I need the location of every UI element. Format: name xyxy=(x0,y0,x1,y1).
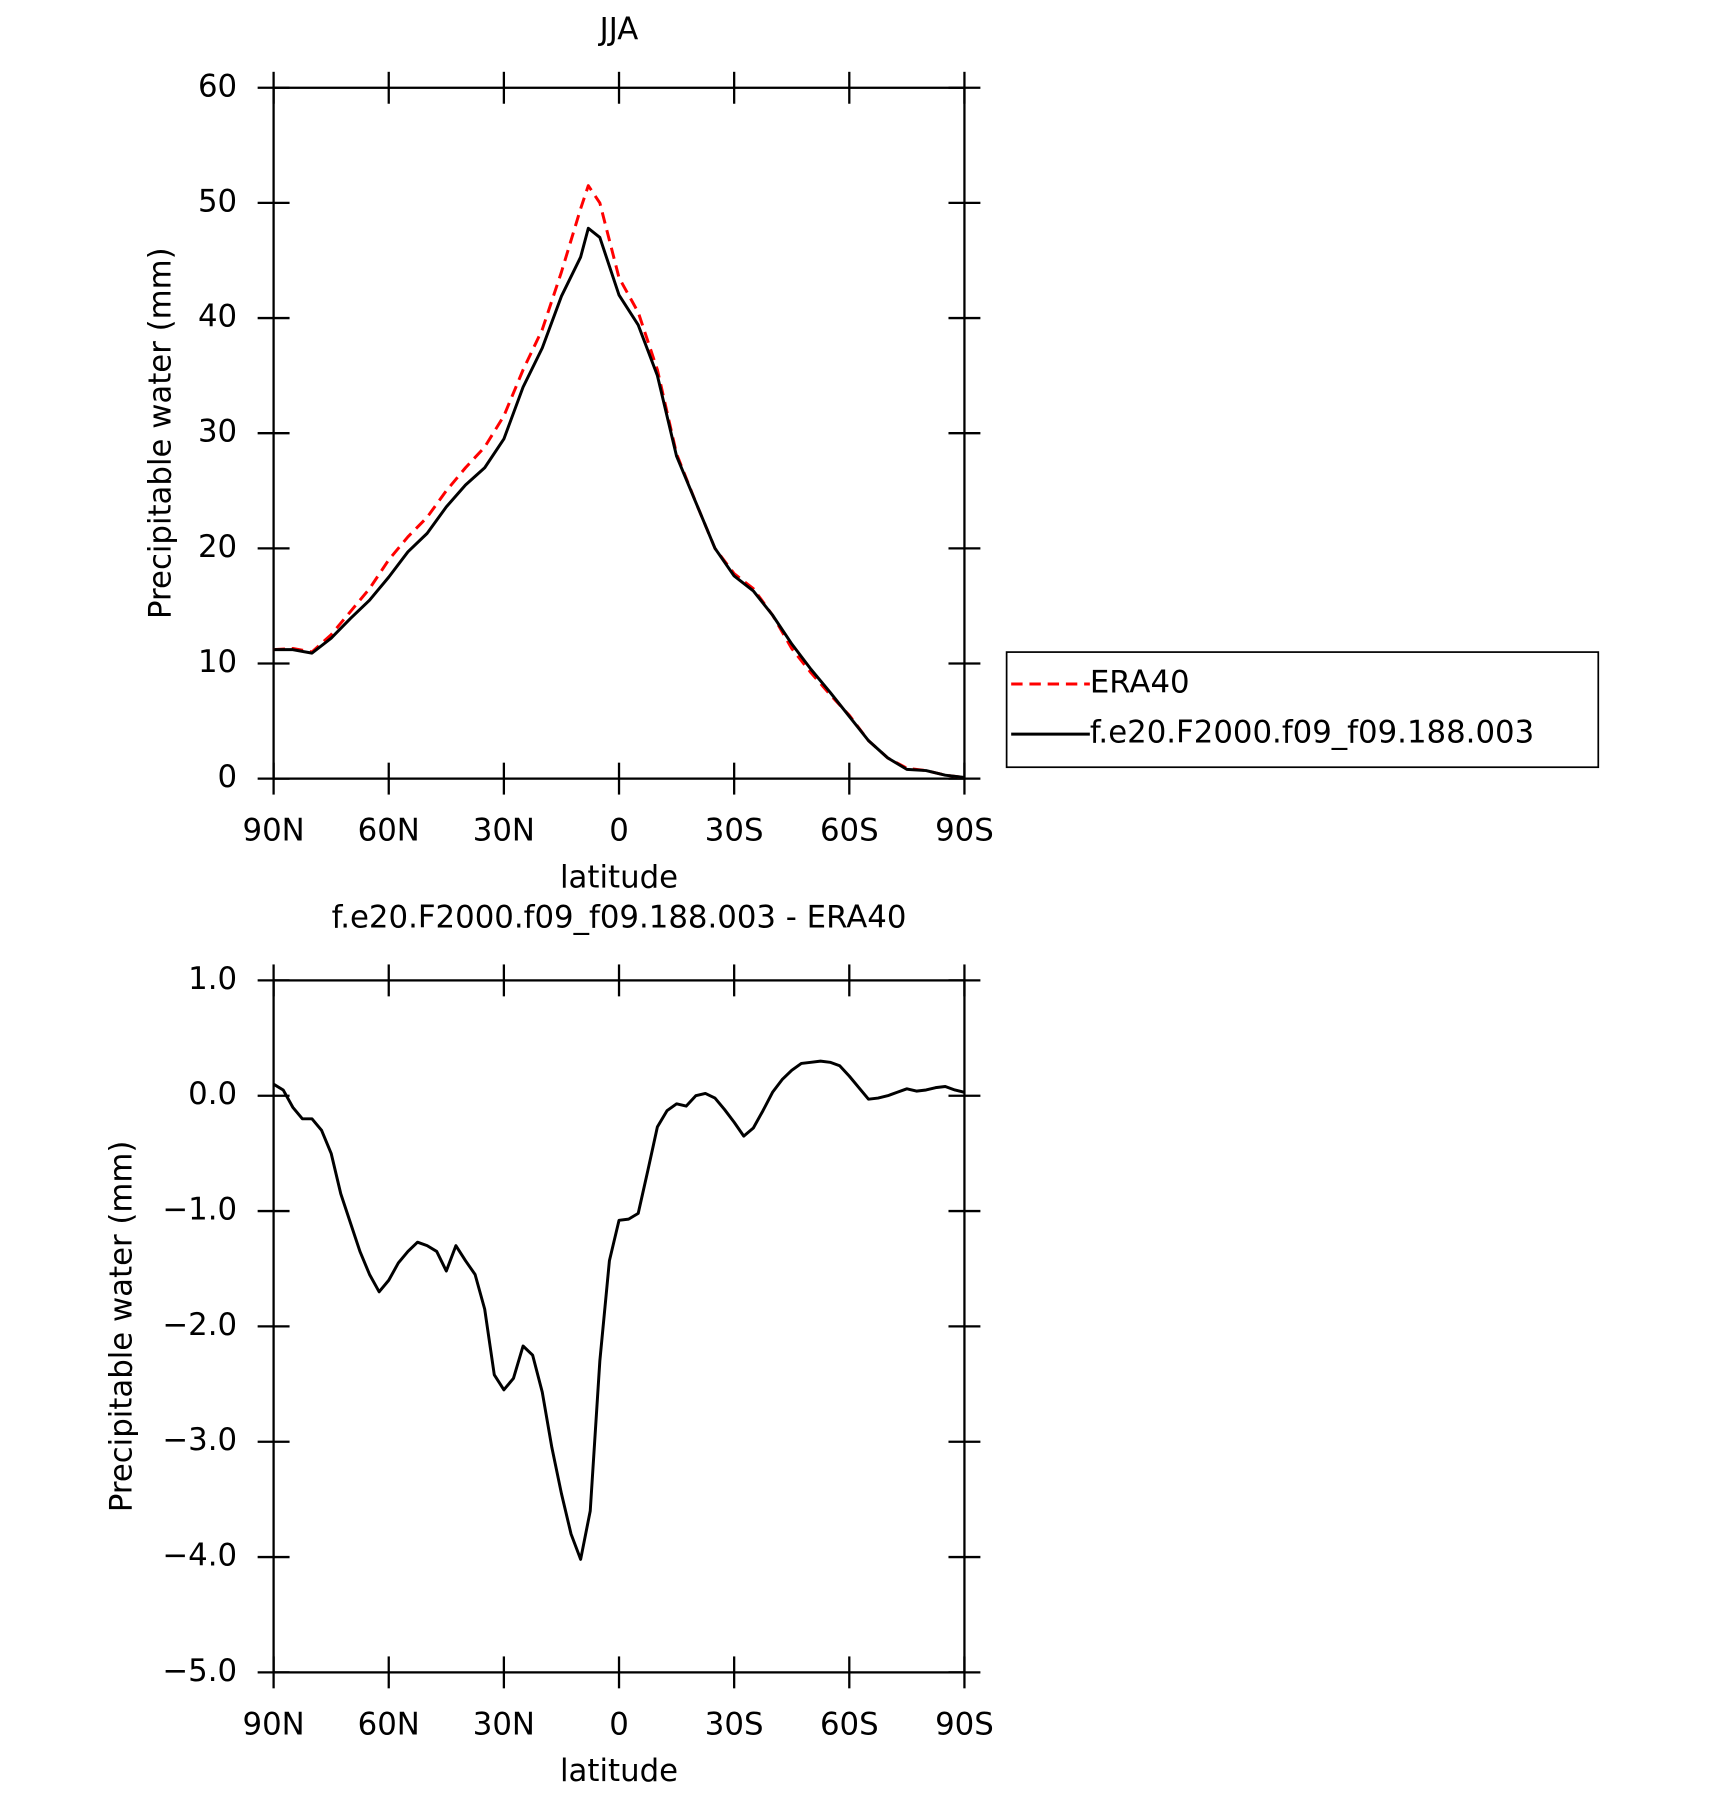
y-tick-label: 50 xyxy=(198,183,237,219)
x-tick-label: 30S xyxy=(705,1706,764,1742)
x-tick-label: 60N xyxy=(358,813,420,849)
data-line xyxy=(273,226,965,779)
x-tick-label: 60S xyxy=(820,813,879,849)
x-tick-label: 30S xyxy=(705,813,764,849)
x-axis-label: latitude xyxy=(560,1753,678,1789)
legend-label: f.e20.F2000.f09_f09.188.003 xyxy=(1090,715,1534,751)
x-tick-label: 0 xyxy=(609,1706,629,1742)
data-line xyxy=(272,1059,965,1561)
y-tick-label: −5.0 xyxy=(162,1653,237,1689)
x-tick-label: 90S xyxy=(935,813,994,849)
y-tick-label: 0.0 xyxy=(188,1076,237,1112)
y-tick-label: −4.0 xyxy=(162,1538,237,1574)
chart-title: f.e20.F2000.f09_f09.188.003 - ERA40 xyxy=(332,899,907,935)
x-tick-label: 0 xyxy=(609,813,629,849)
x-tick-label: 30N xyxy=(473,1706,535,1742)
y-tick-label: 20 xyxy=(198,529,237,565)
chart-title: JJA xyxy=(598,11,639,47)
legend-label: ERA40 xyxy=(1090,665,1190,701)
y-tick-label: 0 xyxy=(218,759,238,795)
y-tick-label: −1.0 xyxy=(162,1192,237,1228)
x-tick-label: 90N xyxy=(243,1706,305,1742)
x-axis-label: latitude xyxy=(560,859,678,895)
x-tick-label: 60S xyxy=(820,1706,879,1742)
y-tick-label: 30 xyxy=(198,414,237,450)
y-tick-label: −3.0 xyxy=(162,1422,237,1458)
x-tick-label: 30N xyxy=(473,813,535,849)
plot-frame xyxy=(272,979,966,1674)
legend-box xyxy=(1005,651,1600,769)
y-axis-label: Precipitable water (mm) xyxy=(142,247,178,619)
y-tick-label: 40 xyxy=(198,299,237,335)
y-tick-label: 1.0 xyxy=(188,961,237,997)
x-tick-label: 90N xyxy=(243,813,305,849)
y-axis-label: Precipitable water (mm) xyxy=(104,1141,140,1513)
x-tick-label: 90S xyxy=(935,1706,994,1742)
y-tick-label: 10 xyxy=(198,644,237,680)
plot-frame xyxy=(272,86,966,780)
y-tick-label: 60 xyxy=(198,68,237,104)
y-tick-label: −2.0 xyxy=(162,1307,237,1343)
data-line xyxy=(273,184,965,779)
x-tick-label: 60N xyxy=(358,1706,420,1742)
